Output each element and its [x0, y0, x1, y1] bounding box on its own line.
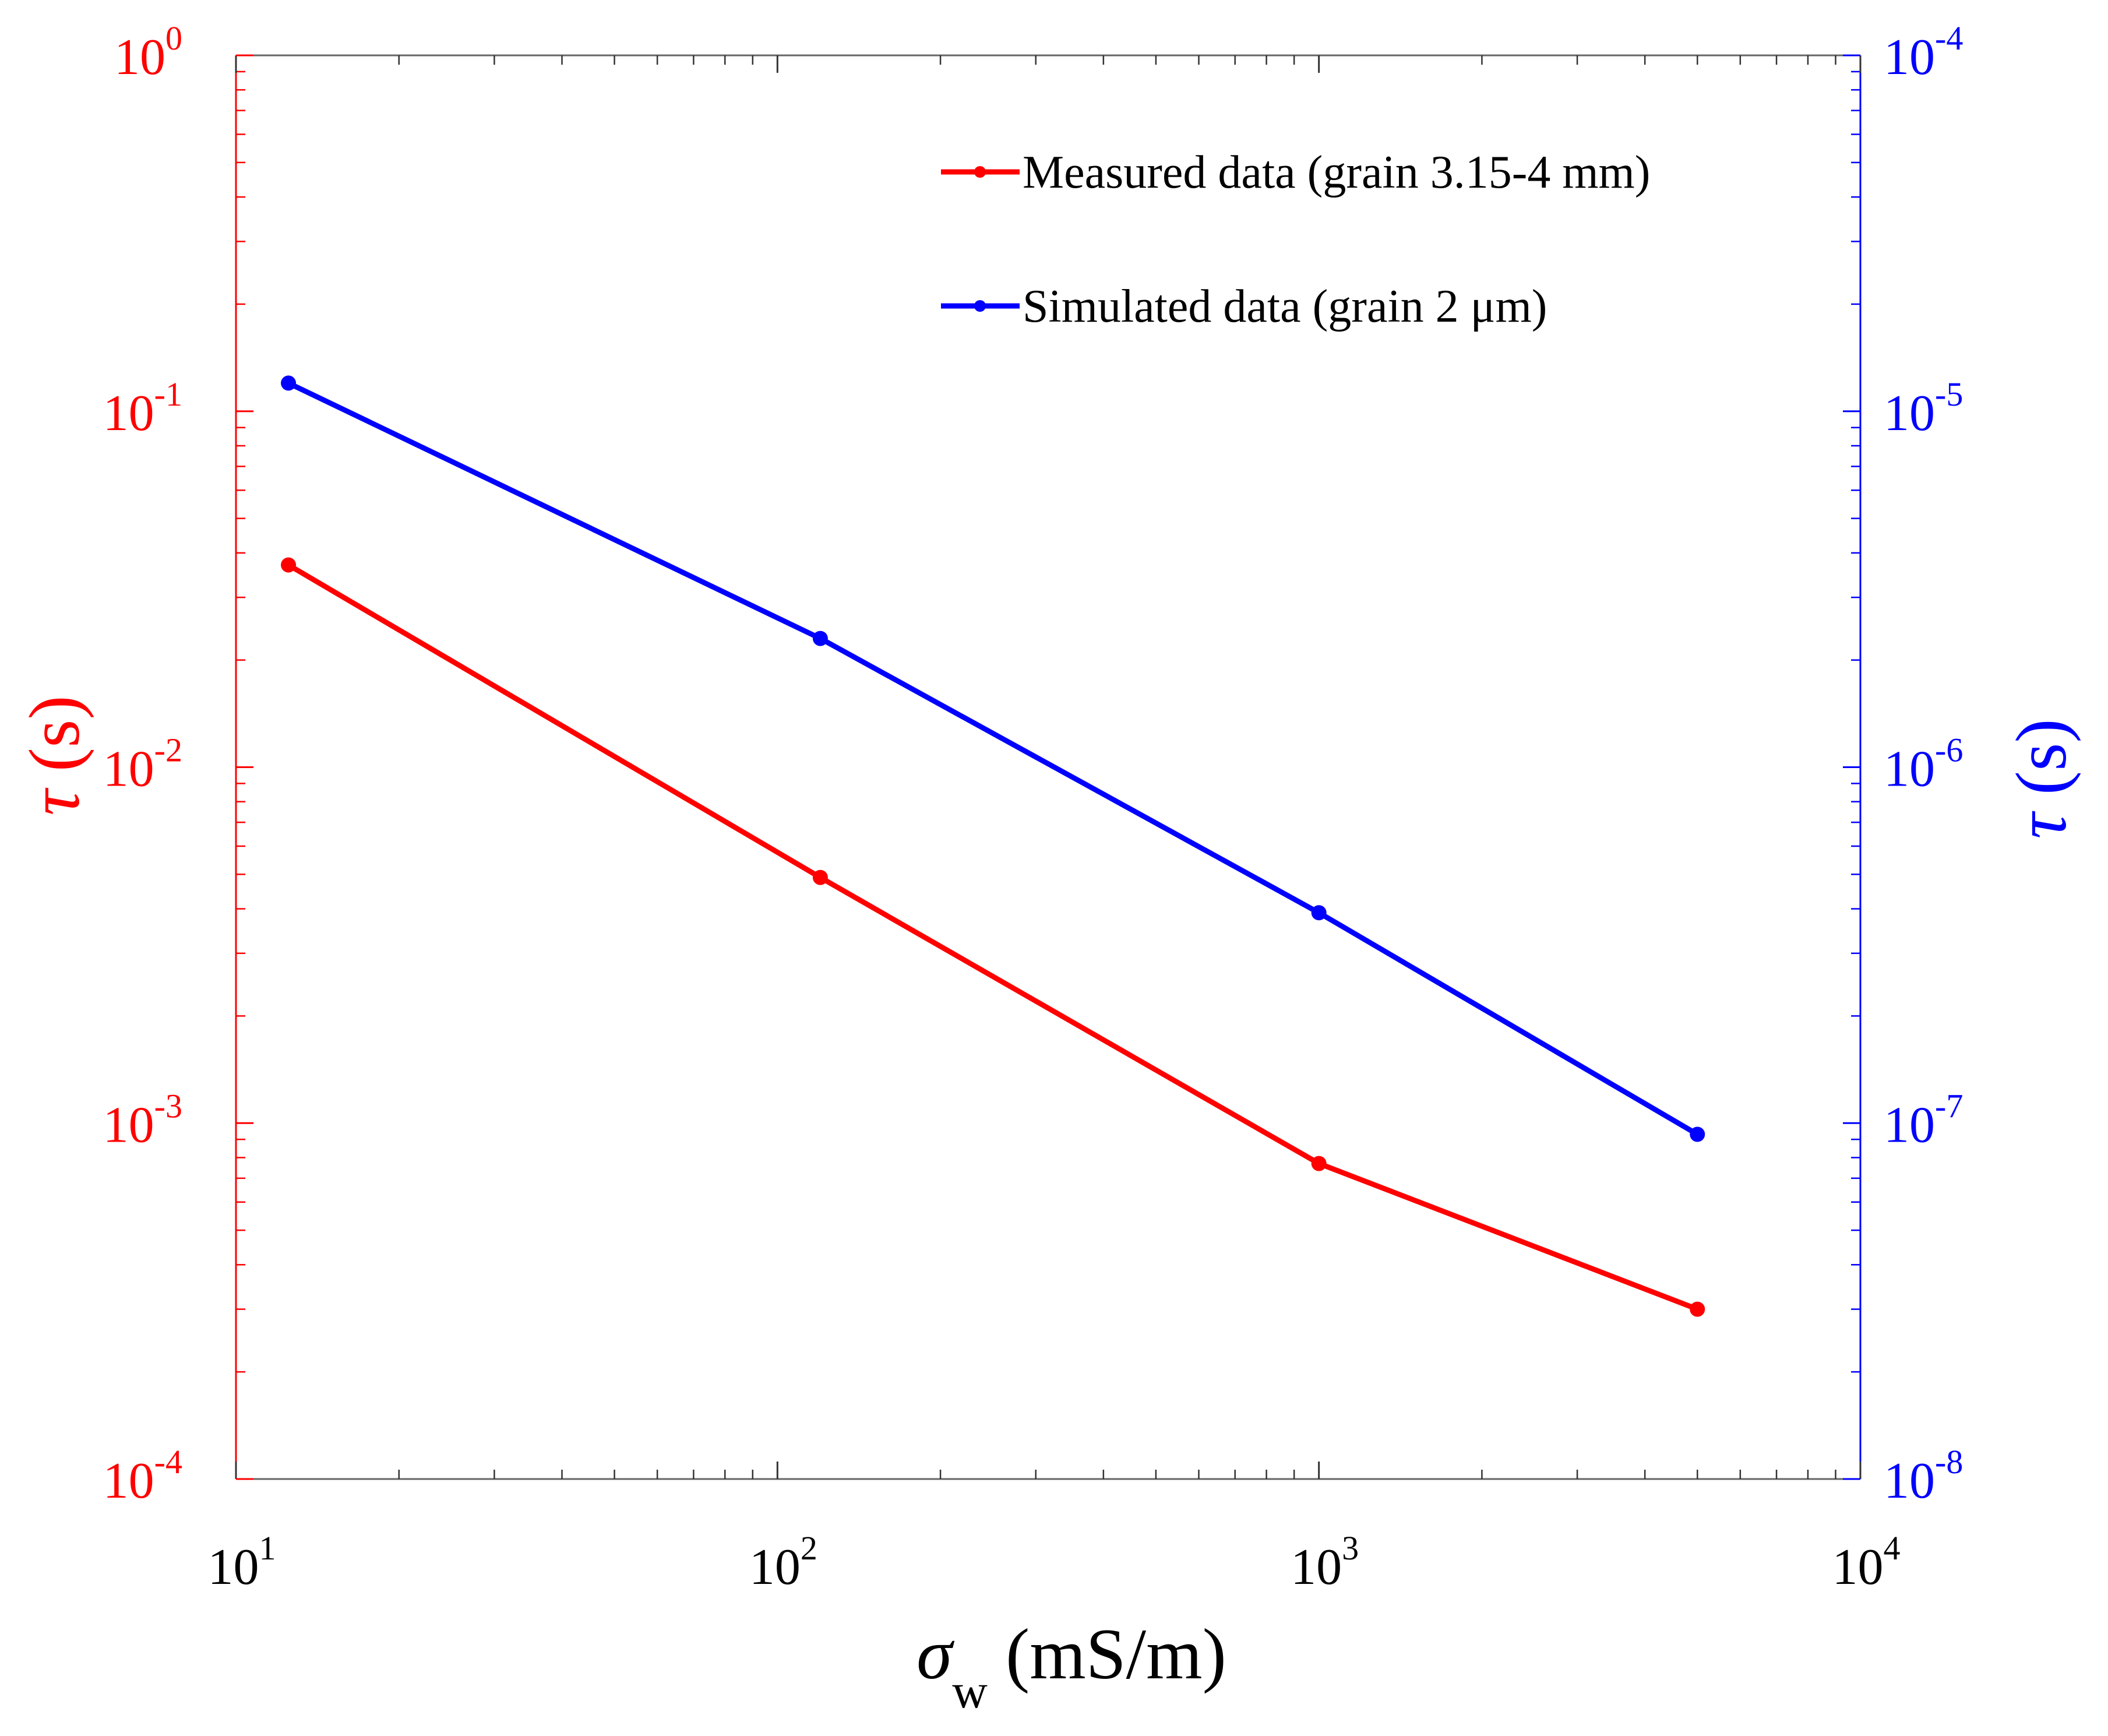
- x-axis-ticks: 101 102 103 104: [208, 55, 1901, 1596]
- series-layer: [281, 375, 1705, 1317]
- series-1-point: [1690, 1126, 1705, 1142]
- left-tick-label: 10-4: [103, 1443, 182, 1509]
- left-tick-label: 10-3: [103, 1087, 182, 1153]
- x-tick-label-exponent: 4: [1884, 1529, 1901, 1567]
- left-y-axis-unit: (s): [15, 695, 94, 790]
- series-line-0: [287, 562, 1698, 1312]
- right-axis-minor-ticks: [1851, 71, 1860, 1373]
- right-y-axis-unit: (s): [2001, 719, 2081, 813]
- x-tick-label: 103: [1291, 1529, 1359, 1596]
- left-tick-label-base: 10: [114, 29, 165, 86]
- x-axis-title: σw (mS/m): [916, 1614, 1226, 1719]
- x-tick-label-exponent: 1: [259, 1529, 276, 1567]
- left-tick-label-exponent: -1: [154, 375, 182, 413]
- x-axis-symbol: σ: [916, 1614, 955, 1694]
- left-tick-label: 10-2: [103, 731, 182, 798]
- x-axis-minor-ticks: [398, 55, 1836, 1479]
- legend-label-simulated: Simulated data (grain 2 μm): [1023, 281, 1547, 332]
- right-tick-label: 10-6: [1884, 731, 1963, 798]
- series-0-point: [1311, 1156, 1327, 1171]
- series-1-point: [812, 631, 828, 646]
- legend: Measured data (grain 3.15-4 mm) Simulate…: [941, 147, 1650, 332]
- right-tick-label-base: 10: [1884, 1097, 1935, 1153]
- x-tick-label: 101: [208, 1529, 276, 1596]
- x-tick-label: 102: [749, 1529, 817, 1596]
- right-tick-label: 10-8: [1884, 1443, 1963, 1509]
- x-tick-label-exponent: 2: [801, 1529, 817, 1567]
- right-tick-label: 10-7: [1884, 1087, 1963, 1153]
- series-0-point: [281, 557, 297, 573]
- legend-marker-simulated: [974, 300, 986, 312]
- right-tick-label: 10-5: [1884, 375, 1963, 442]
- left-axis-minor-ticks: [236, 71, 245, 1373]
- left-tick-label: 10-1: [103, 375, 182, 442]
- right-axis-ticks: 10-410-510-610-710-8: [1843, 19, 1963, 1509]
- x-tick-label-base: 10: [1291, 1539, 1342, 1596]
- left-tick-label-base: 10: [103, 1453, 154, 1509]
- x-tick-label-base: 10: [749, 1539, 801, 1596]
- right-tick-label-base: 10: [1884, 1453, 1935, 1509]
- x-tick-label-base: 10: [208, 1539, 259, 1596]
- series-0-point: [812, 869, 828, 885]
- left-y-axis-symbol: τ: [15, 787, 94, 816]
- right-tick-label-base: 10: [1884, 741, 1935, 798]
- legend-marker-measured: [974, 166, 986, 178]
- right-tick-label-exponent: -8: [1935, 1443, 1963, 1481]
- right-tick-label-exponent: -5: [1935, 375, 1963, 413]
- left-tick-label-exponent: -4: [154, 1443, 182, 1481]
- right-tick-label: 10-4: [1884, 19, 1963, 86]
- right-tick-label-base: 10: [1884, 29, 1935, 86]
- series-0-point: [1690, 1301, 1705, 1317]
- x-axis-subscript: w: [952, 1664, 988, 1719]
- legend-label-measured: Measured data (grain 3.15-4 mm): [1023, 147, 1650, 198]
- x-tick-label: 104: [1832, 1529, 1901, 1596]
- x-tick-label-base: 10: [1832, 1539, 1884, 1596]
- left-tick-label-exponent: -2: [154, 731, 182, 769]
- left-tick-label-base: 10: [103, 1097, 154, 1153]
- series-1-point: [281, 375, 297, 391]
- right-tick-label-exponent: -4: [1935, 19, 1963, 57]
- left-tick-label-exponent: 0: [165, 19, 182, 57]
- x-tick-label-exponent: 3: [1342, 1529, 1359, 1567]
- left-tick-label-base: 10: [103, 385, 154, 442]
- left-tick-label: 100: [114, 19, 182, 86]
- left-tick-label-base: 10: [103, 741, 154, 798]
- right-tick-label-exponent: -7: [1935, 1087, 1963, 1125]
- series-line-1: [287, 381, 1699, 1137]
- right-tick-label-exponent: -6: [1935, 731, 1963, 769]
- series-1-point: [1311, 905, 1327, 921]
- right-tick-label-base: 10: [1884, 385, 1935, 442]
- plot-frame: [235, 54, 1862, 1480]
- left-y-axis-title: τ (s): [15, 695, 94, 815]
- x-axis-unit: (mS/m): [988, 1614, 1226, 1694]
- right-y-axis-symbol: τ: [2001, 811, 2081, 839]
- right-y-axis-title: τ (s): [2001, 719, 2081, 839]
- left-tick-label-exponent: -3: [154, 1087, 182, 1125]
